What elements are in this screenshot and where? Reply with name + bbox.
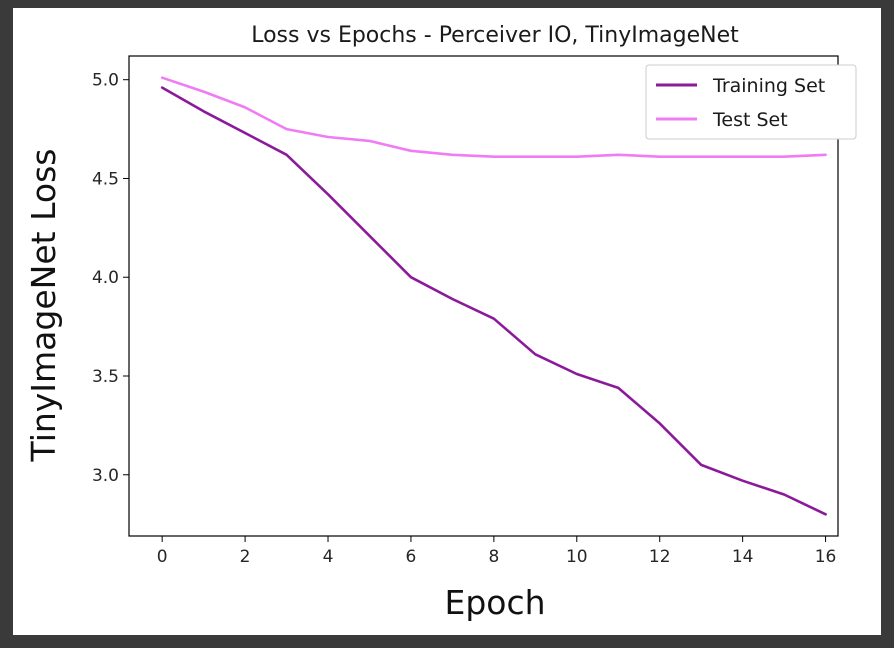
x-tick-label: 16 [815,547,837,567]
legend: Training Set Test Set [645,64,857,140]
x-axis-title: Epoch [444,583,545,622]
figure-canvas: Loss vs Epochs - Perceiver IO, TinyImage… [13,8,881,635]
series-line-1 [160,76,827,158]
line-chart: Loss vs Epochs - Perceiver IO, TinyImage… [24,23,857,622]
x-tick-label: 2 [240,547,251,567]
series-line-0 [160,86,827,516]
x-tick-label: 10 [566,547,588,567]
x-tick-label: 6 [406,547,417,567]
legend-label-training: Training Set [712,75,825,97]
y-tick-label: 5.0 [92,71,119,91]
legend-label-test: Test Set [712,109,788,131]
x-tick-label: 14 [732,547,754,567]
y-tick-label: 3.0 [92,466,119,486]
y-axis-title: TinyImageNet Loss [24,149,63,463]
y-tick-label: 4.5 [92,169,119,189]
x-tick-label: 12 [649,547,671,567]
x-tick-label: 8 [488,547,499,567]
x-tick-label: 0 [157,547,168,567]
plot-area: 0 2 4 6 8 10 12 14 16 3.0 3.5 4.0 4.5 5.0 [92,55,839,567]
y-tick-label: 3.5 [92,367,119,387]
plot-frame [128,55,839,537]
x-tick-label: 4 [323,547,334,567]
y-tick-label: 4.0 [92,268,119,288]
chart-title: Loss vs Epochs - Perceiver IO, TinyImage… [251,23,739,48]
legend-box [645,64,857,140]
